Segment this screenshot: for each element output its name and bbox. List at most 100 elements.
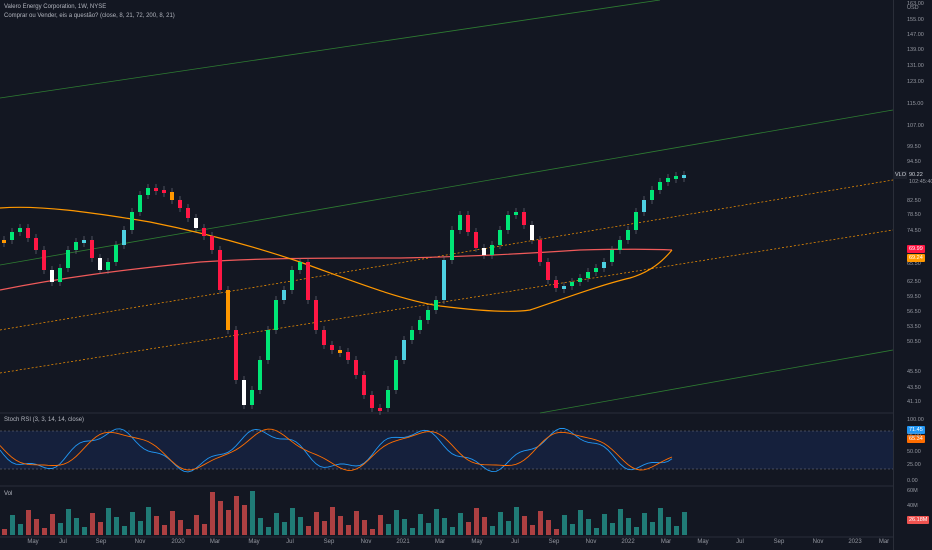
- time-tick: Jul: [736, 539, 744, 545]
- time-tick: Sep: [773, 539, 785, 545]
- price-axis[interactable]: [893, 0, 932, 550]
- volume-bar: [202, 524, 207, 535]
- volume-bar: [634, 527, 639, 535]
- volume-bar: [618, 509, 623, 535]
- time-tick: Jul: [286, 539, 294, 545]
- stoch-tick: 75.00: [907, 433, 921, 439]
- candle-body: [562, 286, 566, 289]
- volume-bar: [362, 520, 367, 535]
- trendline-upper: [0, 179, 893, 331]
- price-chart[interactable]: [0, 0, 893, 550]
- stoch-band: [0, 431, 893, 469]
- price-tick: 62.50: [907, 279, 921, 285]
- volume-bar: [386, 524, 391, 535]
- candle-body: [66, 250, 70, 268]
- candle-body: [298, 262, 302, 270]
- volume-bar: [178, 520, 183, 535]
- candle-body: [130, 212, 134, 230]
- volume-bar: [226, 510, 231, 535]
- countdown-tag: 102:45:40: [907, 178, 932, 186]
- candle-body: [330, 345, 334, 350]
- candle-body: [114, 245, 118, 262]
- volume-bar: [50, 514, 55, 535]
- channel-line-top: [0, 0, 661, 99]
- candle-body: [490, 245, 494, 255]
- candle-body: [394, 360, 398, 390]
- time-tick: Nov: [585, 539, 597, 545]
- candle-body: [186, 208, 190, 218]
- stoch-d-tag: 65.34: [907, 435, 925, 443]
- volume-legend[interactable]: Vol: [4, 491, 13, 497]
- time-tick: 2022: [621, 539, 635, 545]
- time-tick: Nov: [134, 539, 146, 545]
- volume-bar: [666, 517, 671, 535]
- volume-bar: [402, 519, 407, 535]
- volume-bar: [82, 527, 87, 535]
- candle-body: [162, 190, 166, 193]
- candle-body: [674, 176, 678, 179]
- candle-body: [202, 228, 206, 236]
- price-tick: 82.50: [907, 198, 921, 204]
- candle-body: [354, 360, 358, 375]
- candle-body: [426, 310, 430, 320]
- volume-bar: [106, 508, 111, 535]
- ma-200-line: [0, 248, 673, 291]
- volume-bar: [578, 510, 583, 535]
- candle-body: [650, 190, 654, 200]
- time-tick: Jul: [59, 539, 67, 545]
- time-tick: Nov: [360, 539, 372, 545]
- candle-body: [122, 230, 126, 245]
- price-tick: 94.50: [907, 159, 921, 165]
- candle-body: [474, 232, 478, 248]
- candle-body: [42, 250, 46, 270]
- candle-body: [458, 215, 462, 230]
- candle-body: [554, 280, 558, 288]
- price-tick: 41.10: [907, 399, 921, 405]
- ma-72-line: [0, 206, 673, 313]
- volume-bar: [674, 526, 679, 535]
- candle-body: [26, 228, 30, 238]
- currency-label: USD: [907, 5, 919, 11]
- stoch-tick: 100.00: [907, 417, 924, 423]
- candle-body: [82, 240, 86, 243]
- candle-body: [90, 240, 94, 258]
- candle-body: [18, 228, 22, 232]
- candle-body: [226, 290, 230, 330]
- candle-body: [546, 262, 550, 280]
- candle-body: [106, 262, 110, 270]
- volume-bar: [282, 522, 287, 535]
- stoch-d-line: [0, 428, 673, 471]
- volume-bar: [186, 529, 191, 535]
- time-tick: May: [248, 539, 260, 545]
- price-tick: 53.50: [907, 324, 921, 330]
- candle-body: [538, 240, 542, 262]
- volume-bar: [418, 514, 423, 535]
- indicator-legend[interactable]: Comprar ou Vender, eis a questão? (close…: [4, 13, 175, 19]
- volume-bar: [442, 518, 447, 535]
- stoch-legend[interactable]: Stoch RSI (3, 3, 14, 14, close): [4, 417, 85, 423]
- price-tick: 131.00: [907, 63, 924, 69]
- volume-bar: [266, 527, 271, 535]
- volume-bar: [538, 511, 543, 535]
- volume-bar: [426, 523, 431, 535]
- volume-bar: [98, 522, 103, 535]
- price-tick: 45.50: [907, 369, 921, 375]
- volume-bar: [10, 515, 15, 535]
- price-tick: 115.00: [907, 101, 924, 107]
- volume-bar: [34, 519, 39, 535]
- volume-bar: [466, 522, 471, 535]
- time-tick: 2023: [848, 539, 862, 545]
- volume-tick: 40M: [907, 503, 918, 509]
- volume-bar: [74, 518, 79, 535]
- price-tick: 74.50: [907, 228, 921, 234]
- price-tick: 155.00: [907, 17, 924, 23]
- candle-body: [306, 262, 310, 300]
- stoch-tick: 50.00: [907, 449, 921, 455]
- candle-body: [602, 262, 606, 268]
- volume-bar: [594, 528, 599, 535]
- volume-bar: [378, 515, 383, 535]
- candle-body: [434, 300, 438, 310]
- symbol-tag: VLO: [893, 171, 909, 179]
- volume-bar: [394, 510, 399, 535]
- candle-body: [98, 258, 102, 270]
